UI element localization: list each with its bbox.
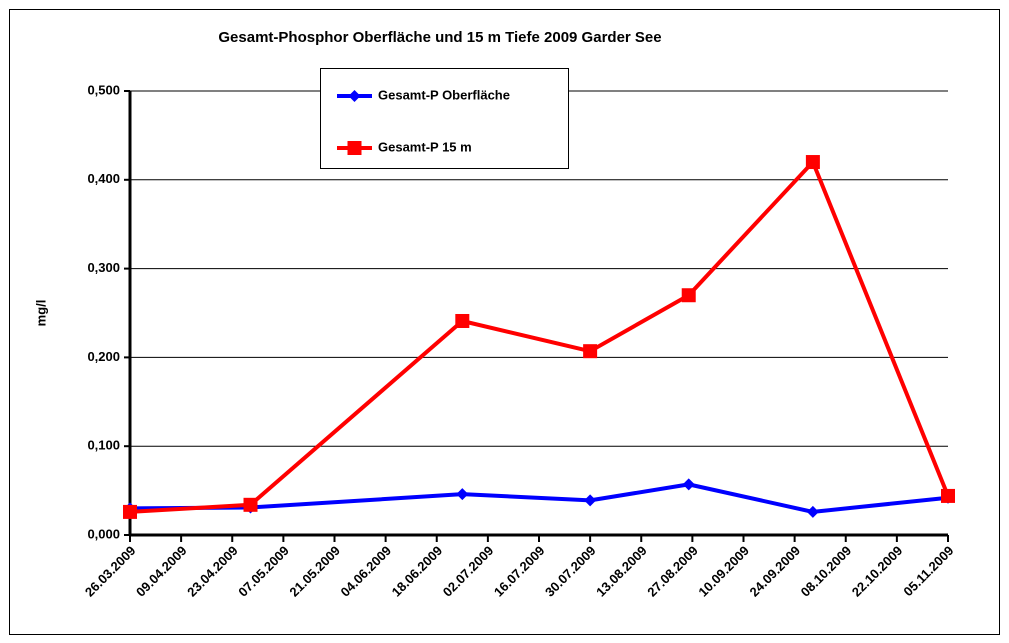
marker xyxy=(584,494,597,507)
legend-label: Gesamt-P Oberfläche xyxy=(378,87,510,102)
legend-box xyxy=(320,68,569,169)
marker xyxy=(583,344,598,359)
marker xyxy=(941,488,955,503)
y-tick-label: 0,200 xyxy=(87,349,120,364)
marker xyxy=(347,141,362,155)
marker xyxy=(456,488,469,501)
chart-title: Gesamt-Phosphor Oberfläche und 15 m Tief… xyxy=(218,29,661,46)
marker xyxy=(681,288,696,303)
y-axis-label: mg/l xyxy=(33,300,48,327)
marker xyxy=(682,478,695,491)
y-tick-label: 0,500 xyxy=(87,82,120,97)
marker xyxy=(348,90,361,102)
marker xyxy=(805,155,820,170)
y-tick-label: 0,100 xyxy=(87,438,120,453)
y-tick-label: 0,000 xyxy=(87,526,120,541)
legend-label: Gesamt-P 15 m xyxy=(378,139,472,154)
marker xyxy=(455,313,470,328)
marker xyxy=(806,505,819,518)
y-tick-label: 0,300 xyxy=(87,260,120,275)
marker xyxy=(243,497,258,512)
marker xyxy=(123,504,137,519)
y-tick-label: 0,400 xyxy=(87,171,120,186)
